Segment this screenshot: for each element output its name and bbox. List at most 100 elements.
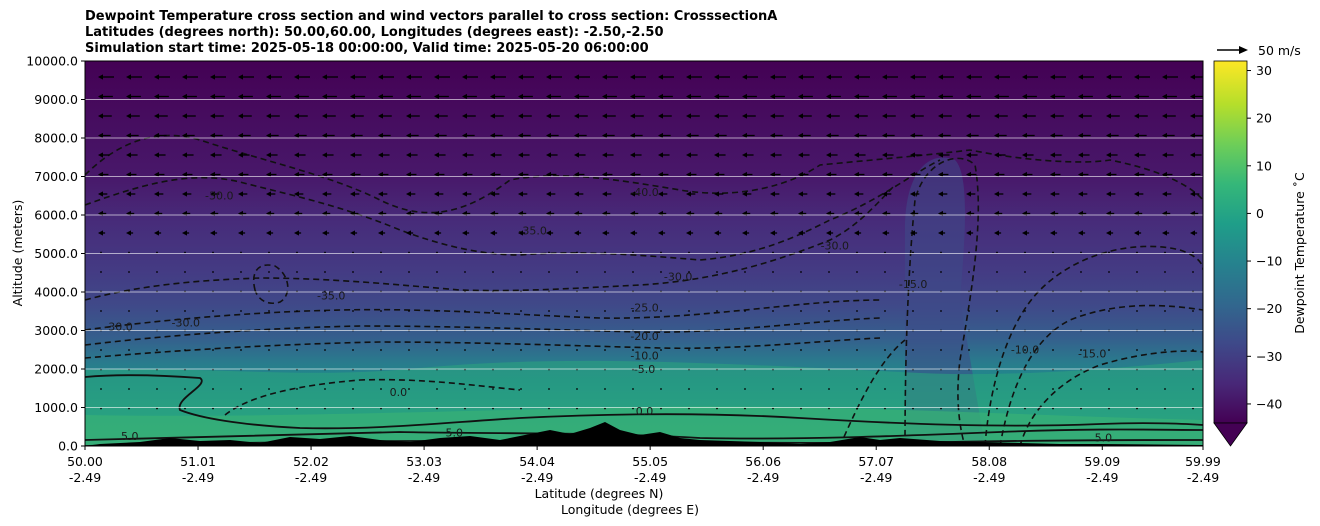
y-tick-label: 3000.0	[34, 323, 78, 338]
wind-arrow-dot	[996, 310, 998, 312]
wind-arrowhead	[798, 74, 803, 80]
wind-arrow-dot	[744, 407, 746, 410]
wind-arrowhead	[518, 132, 523, 139]
wind-arrowhead	[182, 93, 187, 100]
wind-arrow-dot	[296, 310, 298, 312]
contour-label: -35.0	[317, 290, 345, 303]
wind-arrow-dot	[912, 271, 914, 273]
wind-arrow-dot	[184, 251, 186, 254]
wind-arrow-dot	[128, 349, 130, 351]
wind-arrow-dot	[128, 310, 130, 312]
wind-arrowhead	[378, 191, 383, 197]
wind-arrow-dot	[100, 251, 102, 254]
wind-arrowhead	[126, 230, 131, 236]
x-tick-label-lon: -2.49	[634, 470, 666, 485]
y-tick-label: 9000.0	[34, 92, 78, 107]
wind-arrow-dot	[660, 407, 662, 410]
wind-arrowhead	[322, 230, 327, 236]
wind-arrow-dot	[716, 388, 718, 390]
wind-arrow-dot	[968, 407, 970, 410]
wind-arrow-dot	[240, 251, 242, 254]
wind-arrow-dot	[632, 310, 634, 312]
wind-arrowhead	[518, 113, 523, 119]
wind-arrowhead	[238, 171, 243, 178]
colorbar-extend-min	[1213, 422, 1248, 447]
wind-arrow-dot	[1108, 251, 1110, 254]
wind-arrow-dot	[464, 271, 466, 273]
wind-arrowhead	[714, 152, 719, 158]
contour-label: -10.0	[630, 349, 658, 362]
wind-arrow-dot	[184, 407, 186, 410]
wind-arrowhead	[742, 230, 747, 236]
wind-arrow-dot	[940, 388, 942, 390]
wind-arrow-dot	[632, 388, 634, 390]
wind-arrow-dot	[408, 271, 410, 273]
wind-arrowhead	[210, 171, 215, 178]
wind-arrowhead	[350, 191, 355, 197]
wind-arrow-dot	[996, 349, 998, 351]
wind-arrow-dot	[324, 271, 326, 273]
wind-arrow-dot	[492, 251, 494, 254]
wind-arrowhead	[1050, 191, 1055, 197]
wind-arrowhead	[154, 132, 159, 139]
wind-arrow-dot	[604, 407, 606, 410]
wind-arrowhead	[1106, 113, 1111, 119]
wind-arrowhead	[1134, 74, 1139, 80]
wind-arrow-dot	[352, 407, 354, 410]
contour-label: 0.0	[390, 386, 408, 399]
wind-arrow-dot	[184, 310, 186, 312]
wind-arrow-dot	[100, 310, 102, 312]
wind-arrow-dot	[1108, 349, 1110, 351]
wind-arrow-dot	[1164, 407, 1166, 410]
y-axis-label: Altitude (meters)	[10, 200, 25, 307]
wind-arrowhead	[462, 132, 467, 139]
x-tick-label-lon: -2.49	[1086, 470, 1118, 485]
wind-arrow-dot	[884, 251, 886, 254]
wind-arrowhead	[966, 132, 971, 139]
wind-arrowhead	[966, 113, 971, 119]
wind-arrow-dot	[184, 271, 186, 273]
wind-arrowhead	[798, 113, 803, 119]
wind-arrow-dot	[604, 271, 606, 273]
wind-arrowhead	[910, 191, 915, 197]
wind-arrow-dot	[1024, 271, 1026, 273]
wind-arrowhead	[658, 113, 663, 119]
wind-arrowhead	[98, 74, 103, 80]
wind-arrow-dot	[296, 251, 298, 254]
wind-arrowhead	[574, 152, 579, 158]
wind-arrowhead	[98, 230, 103, 236]
wind-arrowhead	[1162, 230, 1167, 236]
wind-arrowhead	[966, 171, 971, 178]
wind-arrow-dot	[548, 349, 550, 351]
wind-arrowhead	[602, 152, 607, 158]
wind-arrowhead	[350, 230, 355, 236]
wind-arrow-dot	[800, 388, 802, 390]
wind-arrowhead	[294, 74, 299, 80]
wind-arrowhead	[714, 74, 719, 80]
wind-arrow-dot	[940, 310, 942, 312]
wind-arrowhead	[154, 113, 159, 119]
contour-label: -30.0	[205, 190, 233, 203]
wind-arrow-dot	[520, 251, 522, 254]
wind-arrow-dot	[828, 388, 830, 390]
wind-arrowhead	[826, 132, 831, 139]
wind-arrowhead	[1106, 152, 1111, 158]
wind-arrowhead	[322, 191, 327, 197]
wind-arrow-dot	[576, 271, 578, 273]
contour-label: -5.0	[634, 363, 655, 376]
wind-arrowhead	[462, 230, 467, 236]
wind-arrowhead	[1190, 93, 1195, 100]
colorbar-tick-label: 30	[1256, 63, 1272, 78]
wind-arrowhead	[518, 152, 523, 158]
wind-arrowhead	[966, 230, 971, 236]
wind-arrow-dot	[408, 349, 410, 351]
wind-arrow-dot	[156, 310, 158, 312]
wind-arrow-dot	[156, 271, 158, 273]
wind-arrow-dot	[436, 271, 438, 273]
wind-arrow-dot	[1024, 349, 1026, 351]
wind-arrowhead	[658, 93, 663, 100]
wind-arrowhead	[294, 113, 299, 119]
wind-arrow-dot	[856, 310, 858, 312]
wind-arrowhead	[546, 113, 551, 119]
wind-arrow-dot	[352, 388, 354, 390]
